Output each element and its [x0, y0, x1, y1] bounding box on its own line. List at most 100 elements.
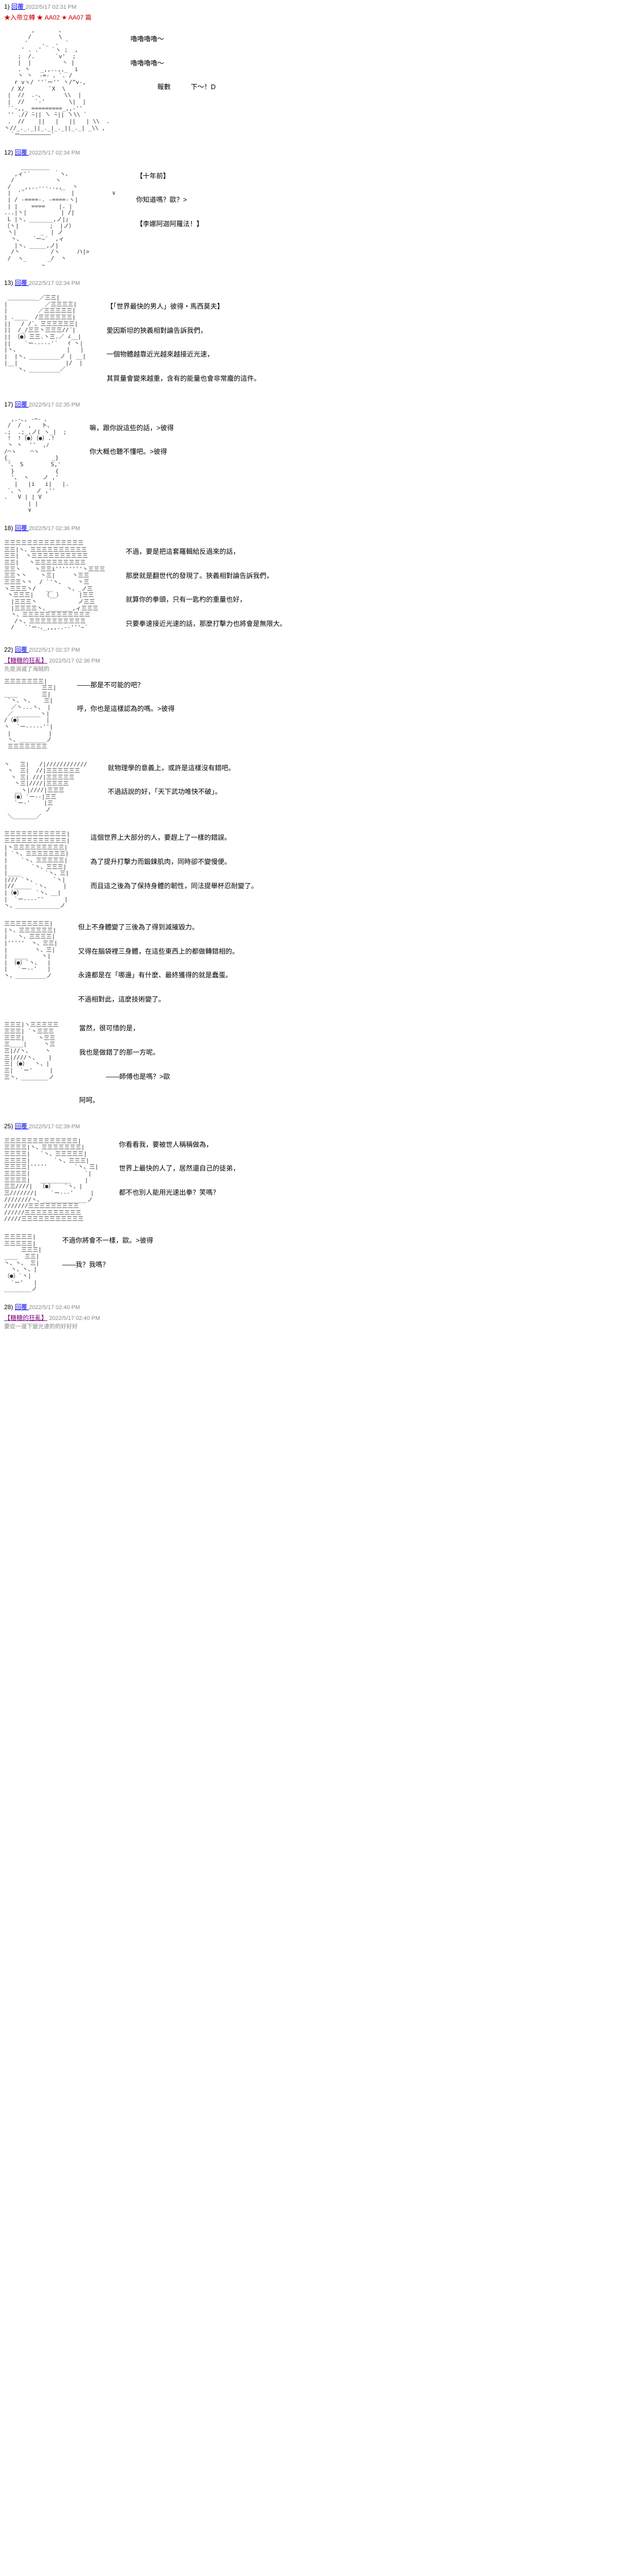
dialogue-line: 你看看我，要被世人稱稱做為， — [119, 1138, 239, 1153]
dialogue: 不過，要是把這套羅輯給反過來的話， 那麼就是翻世代的發現了。狹義相對論告訴我們， 就… — [126, 534, 286, 640]
dialogue: 【「世界最快的男人」彼得・馬西莫夫】愛因斯坦的狹義相對論告訴我們， 一個物體越靠近… — [107, 289, 261, 395]
dialogue-line: 我也是做錯了的那一方呢。 — [79, 1045, 170, 1060]
sig-timestamp: 2022/5/17 02:40 PM — [47, 1315, 100, 1321]
post-content: 三三三三三三三三三三三三三三 三三|ヽ、三三三三三三三三三三 三三| 丶三三三三… — [4, 534, 614, 640]
dialogue-line: 一個物體越靠近光越來越接近光速， — [107, 347, 261, 362]
ascii-art: 三三三三三三三| 三三| ____ 三| `丶、丶、 三| ／丶...丶、 | … — [4, 679, 56, 750]
post-number: 28) — [4, 1303, 15, 1311]
post-subtitle: ★入帝立轉 ★ AA02 ★ AA07 篇 — [4, 13, 614, 22]
dialogue-line: ——那是不可能的吧？ — [77, 678, 175, 693]
dialogue-line: 不過相對此，這麼技術變了。 — [78, 992, 239, 1007]
ascii-art: ,.-､, -─- ､ / / , ト、 .; .;_,ノ( ヽ_| ; ! !… — [4, 416, 69, 514]
post-content-block: 三三三三三三三三| |丶、三三三三三三| | 丶、三三三三| |''''' 丶、… — [4, 915, 614, 1016]
dialogue-line: 不過話說的好，「天下武功唯快不破」。 — [108, 785, 235, 800]
dialogue-line: 當然，很可惜的是， — [79, 1021, 170, 1036]
post-sig: 【糖糖的狂亂】 2022/5/17 02:40 PM — [4, 1313, 614, 1322]
sig-link[interactable]: 【糖糖的狂亂】 — [4, 657, 47, 664]
dialogue-line: 【「世界最快的男人」彼得・馬西莫夫】 — [107, 299, 261, 314]
post: 1) 回覆 2022/5/17 02:31 PM ★入帝立轉 ★ AA02 ★ A… — [0, 0, 618, 146]
post-number: 18) — [4, 524, 15, 532]
post-number: 13) — [4, 279, 15, 286]
dialogue-line: 不過你將會不一樣，歐。>彼得 — [62, 1233, 153, 1248]
post: 13) 回覆 2022/5/17 02:34 PM ＿＿＿＿＿_／三三| | ／… — [0, 276, 618, 397]
ascii-art: 三三三三三三三三三三三三三| 三三三三|丶、三三三三三三三| 三三三三| `丶、… — [4, 1138, 98, 1223]
dialogue-line: 嚕嚕嚕嚕～ — [130, 32, 215, 47]
post: 28) 回覆 2022/5/17 02:40 PM【糖糖的狂亂】 2022/5/… — [0, 1300, 618, 1332]
reply-link[interactable]: 回覆 — [11, 3, 25, 10]
timestamp: 2022/5/17 02:39 PM — [29, 1124, 80, 1130]
post: 18) 回覆 2022/5/17 02:36 PM 三三三三三三三三三三三三三三 … — [0, 521, 618, 642]
ascii-art: 三三三三三| 三三三三三| 三三三| ____ 三三| 丶、丶、 三| 丶、丶、… — [4, 1234, 42, 1293]
post: 25) 回覆 2022/5/17 02:39 PM 三三三三三三三三三三三三三| … — [0, 1120, 618, 1300]
timestamp: 2022/5/17 02:34 PM — [29, 150, 80, 156]
post: 22) 回覆 2022/5/17 02:37 PM 【糖糖的狂亂】 2022/5/… — [0, 643, 618, 1120]
dialogue-line: 又得在腦袋裡三身體，在這些東西上的都做轉錯相的。 — [78, 944, 239, 959]
post-number: 22) — [4, 646, 15, 653]
ascii-art: 三三三三三三三三三三三三三三 三三|ヽ、三三三三三三三三三三 三三| 丶三三三三… — [4, 540, 105, 631]
sig-text: 要從一邊下變光速的的好好好 — [4, 1322, 614, 1330]
post-header: 1) 回覆 2022/5/17 02:31 PM — [4, 2, 614, 11]
dialogue-line: 這個世界上大部分的人，要趕上了一樣的錯誤。 — [91, 831, 258, 845]
reply-link[interactable]: 回覆 — [15, 1303, 29, 1311]
post: 12) 回覆 2022/5/17 02:34 PM ＿＿＿＿＿ ,ィ'´ ｀ヽ、… — [0, 146, 618, 276]
post-content: ＿＿＿＿＿_／三三| | ／三三三三| | ／三三三三三| | .____ /三… — [4, 289, 614, 395]
post-number: 1) — [4, 3, 11, 10]
dialogue-line: 那麼就是翻世代的發現了。狹義相對論告訴我們， — [126, 569, 286, 584]
post-content-block: 三三三三三三三三三三三| 三三三三三三三三三三三| |丶三三三三三三三三三| |… — [4, 825, 614, 915]
dialogue-line: 阿呵。 — [79, 1093, 170, 1108]
post-content: ＿＿＿＿＿ ,ィ'´ ｀ヽ、 / ヽ / _,,..-‐-..,,_ 丶 | '… — [4, 159, 614, 274]
dialogue: 你看看我，要被世人稱稱做為， 世界上最快的人了，居然還自己的徒弟， 都不也別人能用光… — [119, 1132, 239, 1210]
reply-link[interactable]: 回覆 — [15, 524, 29, 532]
reply-link[interactable]: 回覆 — [15, 279, 29, 286]
timestamp: 2022/5/17 02:37 PM — [29, 647, 80, 653]
reply-link[interactable]: 回覆 — [15, 149, 29, 156]
reply-link[interactable]: 回覆 — [15, 401, 29, 408]
timestamp: 2022/5/17 02:31 PM — [25, 4, 76, 10]
dialogue-line: 就算你的拳頭，只有一匙杓的重量也好， — [126, 592, 286, 607]
reply-link[interactable]: 回覆 — [15, 1123, 29, 1130]
post-content-block: 三三三三三| 三三三三三| 三三三| ____ 三三| 丶、丶、 三| 丶、丶、… — [4, 1228, 614, 1298]
dialogue: ——那是不可能的吧？ 呼，你也是這樣認為的嗎。>彼得 — [77, 673, 175, 726]
post-header: 22) 回覆 2022/5/17 02:37 PM — [4, 645, 614, 654]
post-content-block: 三三三|ヽ三三三三三 三三三| `丶三三三 三三三| 丶三三 三____| 丶三… — [4, 1016, 614, 1117]
ascii-art: 三三三|ヽ三三三三三 三三三| `丶三三三 三三三| 丶三三 三____| 丶三… — [4, 1022, 59, 1080]
post-content: ,.-､, -─- ､ / / , ト、 .; .;_,ノ( ヽ_| ; ! !… — [4, 411, 614, 520]
post: 17) 回覆 2022/5/17 02:35 PM ,.-､, -─- ､ / … — [0, 398, 618, 522]
dialogue-line: 世界上最快的人了，居然還自己的徒弟， — [119, 1161, 239, 1176]
post-content-block: 丶 三| /|//////////// 丶 三| //|三三三三三三 丶 三| … — [4, 756, 614, 826]
dialogue: 【十年前】你知道嗎？歐？>【李娜阿迦阿羅法！】 — [136, 159, 203, 241]
ascii-art: 三三三三三三三三| |丶、三三三三三三| | 丶、三三三三| |''''' 丶、… — [4, 921, 58, 979]
post-number: 25) — [4, 1123, 15, 1130]
post-content: , 、 / \ ' ._ . ` ' . .' `ヽ ; , ; /. `v' … — [4, 22, 614, 144]
post-header: 13) 回覆 2022/5/17 02:34 PM — [4, 278, 614, 287]
ascii-art: , 、 / \ ' ._ . ` ' . .' `ヽ ; , ; /. `v' … — [4, 27, 110, 138]
dialogue-line: ——我？我嗎？ — [62, 1258, 153, 1273]
post-content-block: 三三三三三三三| 三三| ____ 三| `丶、丶、 三| ／丶...丶、 | … — [4, 673, 614, 756]
dialogue-line: ——師傅也是嗎？>歐 — [79, 1070, 170, 1084]
dialogue-line: 但上不身體變了三後為了得到減摧毀力。 — [78, 920, 239, 935]
post-number: 17) — [4, 401, 15, 408]
dialogue-line: 愛因斯坦的狹義相對論告訴我們， — [107, 324, 261, 338]
timestamp: 2022/5/17 02:34 PM — [29, 280, 80, 286]
dialogue-line: 而且這之後為了保持身體的韌性，同法提舉杯忍耐變了。 — [91, 879, 258, 894]
dialogue: 嘛，跟你說這些的話，>彼得你大概也聽不懂吧。>彼得 — [90, 411, 174, 469]
dialogue: 但上不身體變了三後為了得到減摧毀力。又得在腦袋裡三身體，在這些東西上的都做轉錯相… — [78, 915, 239, 1016]
reply-link[interactable]: 回覆 — [15, 646, 29, 653]
dialogue-line: 嚕嚕嚕嚕～ — [130, 56, 215, 71]
ascii-art: 丶 三| /|//////////// 丶 三| //|三三三三三三 丶 三| … — [4, 761, 87, 820]
sig-link[interactable]: 【糖糖的狂亂】 — [4, 1314, 47, 1321]
post-header: 28) 回覆 2022/5/17 02:40 PM — [4, 1302, 614, 1311]
dialogue-line: 呼，你也是這樣認為的嗎。>彼得 — [77, 702, 175, 717]
dialogue-line: 報數 下～！D — [130, 80, 215, 95]
post-header: 17) 回覆 2022/5/17 02:35 PM — [4, 400, 614, 409]
timestamp: 2022/5/17 02:40 PM — [29, 1304, 80, 1311]
dialogue-line: 永遠都是在「哪邊」有什麼、最終獲得的就是蠢蛋。 — [78, 968, 239, 983]
post-number: 12) — [4, 149, 15, 156]
post-header: 12) 回覆 2022/5/17 02:34 PM — [4, 148, 614, 157]
dialogue: 不過你將會不一樣，歐。>彼得 ——我？我嗎？ — [62, 1228, 153, 1281]
dialogue-line: 其質量會變來越重，含有的能量也會非常龐的這件。 — [107, 371, 261, 386]
dialogue-line: 都不也別人能用光速出拳？笑嗎？ — [119, 1185, 239, 1200]
sig-text: 先是消滅了海賊的 — [4, 665, 614, 673]
timestamp: 2022/5/17 02:36 PM — [29, 526, 80, 532]
dialogue-line: 不過，要是把這套羅輯給反過來的話， — [126, 545, 286, 560]
